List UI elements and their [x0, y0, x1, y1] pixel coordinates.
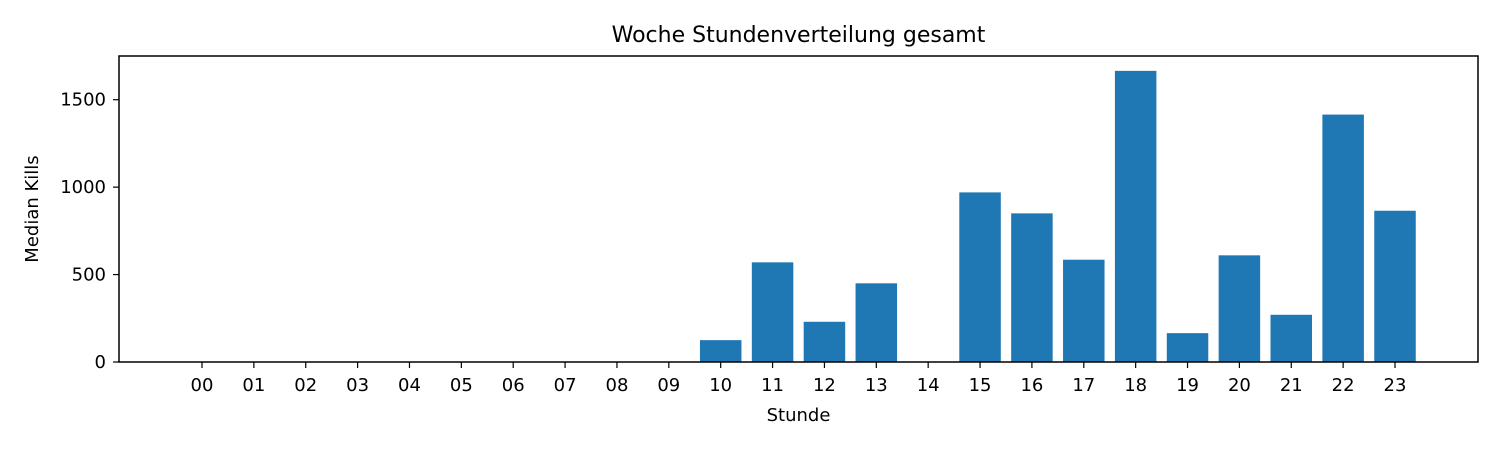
x-tick-label-06: 06: [502, 375, 525, 396]
x-tick-label-08: 08: [606, 375, 629, 396]
x-tick-label-03: 03: [346, 375, 369, 396]
bar-23: [1374, 210, 1416, 362]
x-tick-label-23: 23: [1384, 375, 1407, 396]
x-ticks-group: 00 01 02 03 04 05 06 07 08 09 10 11 12 13 14 15 16 17 18 19…: [191, 362, 1407, 396]
x-tick-label-02: 02: [294, 375, 317, 396]
x-tick-label-17: 17: [1072, 375, 1095, 396]
x-tick-label-15: 15: [969, 375, 992, 396]
x-axis-label: Stunde: [767, 405, 831, 426]
y-axis-label: Median Kills: [22, 155, 43, 262]
x-tick-label-07: 07: [554, 375, 577, 396]
y-tick-label-0: 0: [95, 352, 106, 373]
y-ticks-group: 0 500 1000 1500: [60, 90, 119, 373]
bar-16: [1011, 213, 1053, 362]
bars-group: [699, 70, 1416, 363]
bar-11: [751, 262, 794, 362]
x-tick-label-11: 11: [761, 375, 784, 396]
chart-title: Woche Stundenverteilung gesamt: [612, 23, 986, 48]
y-tick-label-500: 500: [72, 265, 106, 286]
x-tick-label-19: 19: [1176, 375, 1199, 396]
x-tick-label-20: 20: [1228, 375, 1251, 396]
plot-frame: [118, 55, 1479, 363]
bar-20: [1218, 255, 1261, 362]
bar-13: [855, 283, 898, 362]
y-tick-label-1500: 1500: [60, 90, 106, 111]
bar-19: [1166, 333, 1209, 362]
bar-21: [1270, 314, 1313, 362]
bar-17: [1063, 259, 1105, 362]
x-tick-label-05: 05: [450, 375, 473, 396]
x-tick-label-14: 14: [917, 375, 940, 396]
x-tick-label-09: 09: [657, 375, 680, 396]
bar-12: [803, 321, 846, 362]
bar-15: [959, 192, 1001, 362]
x-tick-label-16: 16: [1020, 375, 1043, 396]
x-tick-label-13: 13: [865, 375, 888, 396]
x-tick-label-00: 00: [191, 375, 214, 396]
x-tick-label-10: 10: [709, 375, 732, 396]
x-tick-label-01: 01: [242, 375, 265, 396]
x-tick-label-18: 18: [1124, 375, 1147, 396]
bar-22: [1322, 114, 1364, 362]
x-tick-label-22: 22: [1332, 375, 1355, 396]
bar-18: [1114, 70, 1157, 363]
y-tick-label-1000: 1000: [60, 177, 106, 198]
bar-10: [699, 340, 742, 362]
x-tick-label-12: 12: [813, 375, 836, 396]
x-tick-label-04: 04: [398, 375, 421, 396]
x-tick-label-21: 21: [1280, 375, 1303, 396]
